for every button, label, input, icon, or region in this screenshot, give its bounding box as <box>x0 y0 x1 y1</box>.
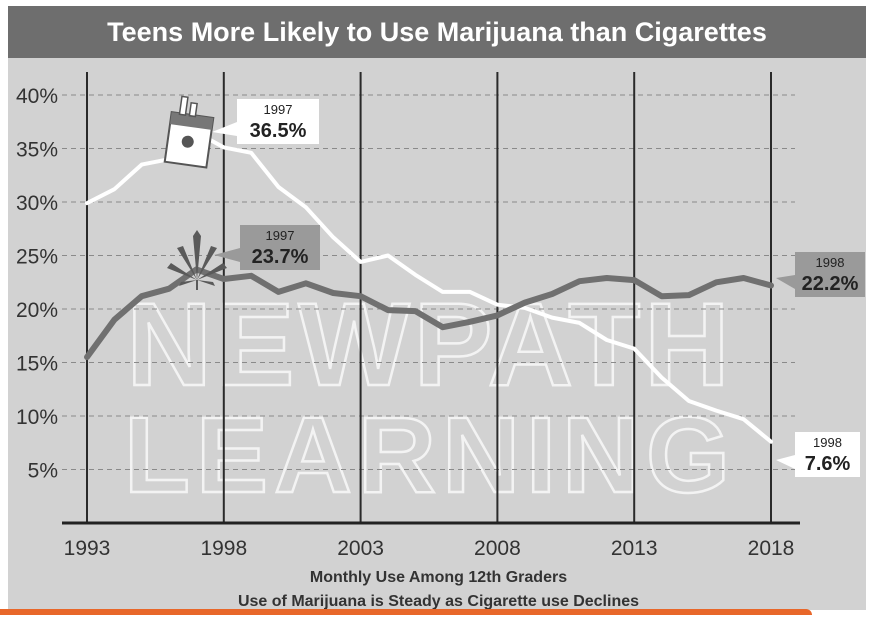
callout-value: 23.7% <box>252 246 309 268</box>
cigarette-pack-icon <box>163 95 215 169</box>
accent-bar <box>0 609 812 615</box>
y-tick-label: 15% <box>16 353 58 376</box>
x-tick-label: 1998 <box>200 537 247 560</box>
plot-background <box>8 58 866 610</box>
callouts: 1997 36.5% 1997 23.7% 1998 22.2% 1998 7.6% <box>212 99 865 477</box>
watermark: NEWPATH LEARNING <box>123 278 736 517</box>
callout-year: 1998 <box>813 435 842 450</box>
callout-pointer <box>776 275 795 289</box>
callout-year: 1997 <box>266 228 295 243</box>
x-tick-label: 2008 <box>474 537 521 560</box>
callout-pointer <box>214 248 240 262</box>
callout-box <box>795 432 860 477</box>
callout-pointer <box>212 122 237 136</box>
y-tick-label: 5% <box>28 460 58 483</box>
y-tick-label: 25% <box>16 246 58 269</box>
callout-value: 22.2% <box>802 273 859 295</box>
x-tick-label: 2013 <box>611 537 658 560</box>
x-tick-label: 2018 <box>748 537 795 560</box>
callout-value: 36.5% <box>250 120 307 142</box>
callout-box <box>237 99 319 144</box>
x-tick-label: 2003 <box>337 537 384 560</box>
callout-year: 1998 <box>816 255 845 270</box>
chart-title: Teens More Likely to Use Marijuana than … <box>8 6 866 58</box>
watermark-line1: NEWPATH <box>127 279 734 411</box>
callout-year: 1997 <box>264 102 293 117</box>
callout-box <box>795 252 865 297</box>
y-tick-label: 30% <box>16 192 58 215</box>
y-tick-label: 10% <box>16 406 58 429</box>
callout-box <box>240 225 320 270</box>
caption-line1: Monthly Use Among 12th Graders <box>309 569 568 586</box>
y-tick-label: 40% <box>16 85 58 108</box>
y-tick-label: 35% <box>16 139 58 162</box>
y-tick-label: 20% <box>16 299 58 322</box>
callout-pointer <box>776 455 795 469</box>
watermark-line2: LEARNING <box>124 394 736 515</box>
callout-value: 7.6% <box>805 453 851 475</box>
marijuana-leaf-icon <box>167 230 227 290</box>
x-tick-label: 1993 <box>64 537 111 560</box>
caption-line2: Use of Marijuana is Steady as Cigarette … <box>237 593 640 610</box>
axes: 5% 10% 15% 20% 25% 30% 35% 40% 1993 1998 2003 2008 2… <box>16 85 800 560</box>
icons <box>163 95 227 290</box>
